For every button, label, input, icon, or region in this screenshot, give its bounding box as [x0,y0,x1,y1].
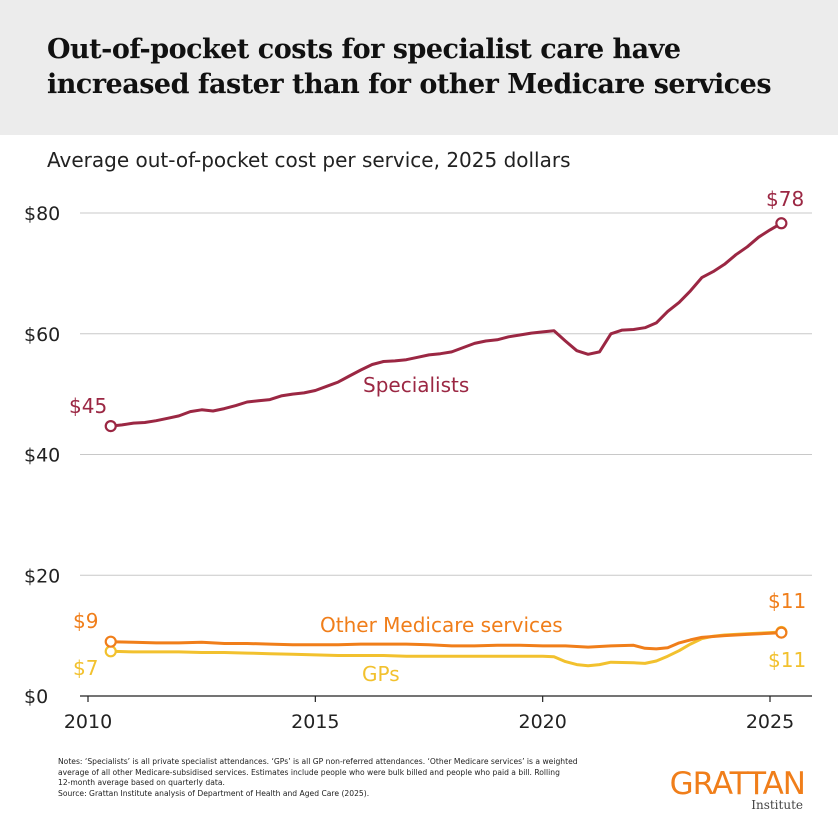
end-value-label: $78 [766,187,804,211]
series-line-gps [109,630,783,668]
grattan-logo: GRATTAN Institute [650,766,806,812]
end-value-label: $11 [768,648,806,672]
end-marker [775,626,788,639]
source-line: Source: Grattan Institute analysis of De… [58,788,370,798]
series-name-label: Specialists [363,373,469,397]
notes-line: Notes: ‘Specialists’ is all private spec… [58,757,578,766]
y-tick-label: $0 [24,686,48,708]
end-value-label: $11 [768,589,806,613]
series-name-label: Other Medicare services [320,613,563,637]
series-lines [104,217,788,668]
x-tick-label: 2025 [746,711,794,733]
series-line-specialists [109,221,783,428]
end-marker [775,217,788,230]
start-marker [104,420,117,433]
axes: $0 $20 $40 $60 $80 2010 2015 2020 2025 [24,203,812,733]
chart-subtitle: Average out-of-pocket cost per service, … [47,148,571,172]
grid-lines [80,212,812,576]
y-tick-label: $20 [24,565,60,587]
start-marker [104,635,117,648]
start-marker [104,645,117,658]
logo-wordmark: GRATTAN [669,766,806,802]
header-banner: Out-of-pocket costs for specialist care … [0,0,838,135]
chart-title: Out-of-pocket costs for specialist care … [47,34,772,100]
x-tick-label: 2010 [64,711,112,733]
notes-line: average of all other Medicare-subsidised… [58,767,560,777]
notes-line: 12-month average based on quarterly data… [58,778,225,787]
start-value-label: $7 [73,656,98,680]
x-tick-label: 2020 [518,711,566,733]
start-value-label: $9 [73,609,98,633]
series-labels: GPs $7 $11 Other Medicare services $9 $11 Spec… [69,187,806,686]
y-tick-label: $60 [24,324,60,346]
start-value-label: $45 [69,394,107,418]
series-name-label: GPs [362,662,400,686]
x-tick-label: 2015 [291,711,339,733]
logo-subtext: Institute [751,798,803,812]
chart-notes: Notes: ‘Specialists’ is all private spec… [58,757,643,799]
y-tick-label: $80 [24,203,60,225]
series-line-other-medicare-services [109,631,783,651]
y-tick-label: $40 [24,445,60,467]
